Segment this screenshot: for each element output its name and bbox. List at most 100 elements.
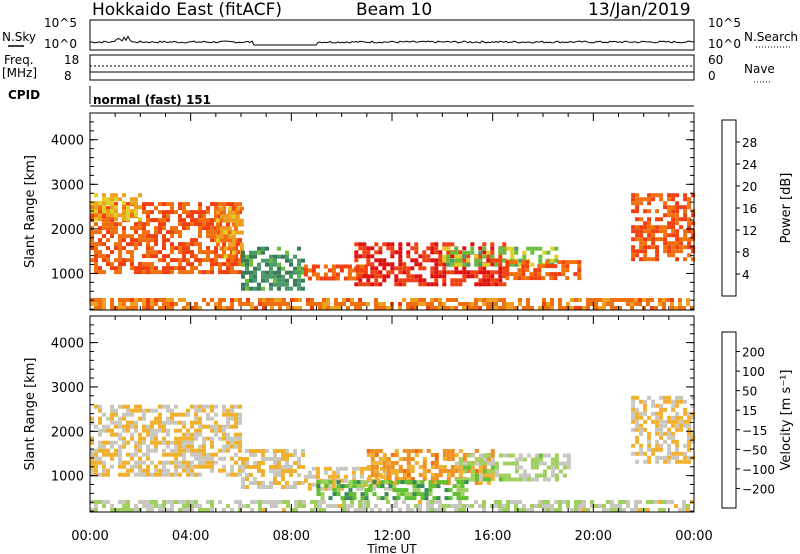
power-cell — [206, 230, 210, 235]
velocity-cell — [667, 455, 672, 460]
power-cell — [655, 217, 660, 222]
power-cell — [170, 302, 174, 306]
power-cell — [687, 217, 692, 222]
velocity-cell — [370, 453, 375, 457]
power-cell — [545, 264, 550, 269]
velocity-cell — [218, 448, 222, 453]
power-cell — [510, 250, 515, 255]
power-cell — [182, 242, 186, 247]
power-cell — [214, 258, 218, 263]
power-cell — [418, 302, 422, 306]
power-cell — [326, 306, 330, 310]
power-cell — [635, 225, 640, 230]
power-cell — [442, 278, 447, 283]
velocity-cell — [675, 399, 680, 404]
velocity-cell — [218, 428, 222, 433]
power-cell — [466, 302, 470, 306]
velocity-cell — [126, 420, 130, 425]
velocity-cell — [372, 480, 377, 485]
power-cell — [110, 234, 114, 239]
power-cell — [566, 302, 570, 306]
power-cell — [366, 246, 371, 251]
velocity-cell — [174, 452, 178, 457]
velocity-cell — [634, 504, 638, 508]
power-cell — [498, 270, 503, 275]
velocity-cell — [408, 496, 413, 501]
power-cell — [114, 258, 118, 263]
power-cell — [314, 302, 318, 306]
velocity-cell — [675, 459, 680, 464]
power-cell — [530, 246, 535, 251]
power-cell — [430, 250, 435, 255]
power-cell — [446, 298, 450, 302]
power-cell — [651, 193, 656, 198]
power-cell — [190, 262, 194, 267]
power-cell — [442, 254, 447, 259]
power-cell — [202, 250, 206, 255]
power-cell — [265, 262, 269, 267]
velocity-cell — [542, 504, 546, 508]
nsky-tick-high: 10^5 — [44, 16, 77, 30]
power-cell — [239, 222, 244, 227]
velocity-cell — [384, 480, 389, 485]
velocity-cell — [230, 440, 234, 445]
velocity-cell — [202, 460, 206, 465]
velocity-cell — [452, 492, 457, 497]
velocity-cell — [162, 448, 166, 453]
power-cell — [138, 262, 142, 267]
velocity-cell — [372, 492, 377, 497]
power-cell — [218, 222, 222, 227]
power-cell — [671, 209, 676, 214]
power-cell — [486, 254, 491, 259]
power-cell — [574, 298, 578, 302]
velocity-cell — [570, 508, 574, 512]
velocity-cell — [426, 500, 430, 504]
power-cell — [635, 253, 640, 258]
velocity-cell — [626, 500, 630, 504]
power-cell — [126, 298, 130, 302]
power-cell — [502, 246, 507, 251]
velocity-cell — [348, 492, 353, 497]
power-cell — [223, 218, 228, 223]
power-cell — [662, 302, 666, 306]
power-cell — [253, 266, 257, 271]
velocity-cell — [466, 461, 471, 466]
power-cell — [537, 268, 542, 273]
velocity-cell — [667, 395, 672, 400]
velocity-cell — [478, 477, 483, 482]
power-cell — [210, 222, 214, 227]
velocity-cell — [414, 449, 419, 453]
velocity-cell — [687, 443, 692, 448]
power-cell — [98, 210, 102, 215]
velocity-cell — [285, 461, 289, 465]
power-cell — [362, 254, 367, 259]
velocity-cell — [174, 460, 178, 465]
power-cell — [350, 302, 354, 306]
power-cell — [663, 241, 668, 246]
power-cell — [470, 246, 475, 251]
velocity-cell — [114, 440, 118, 445]
velocity-cell — [98, 456, 102, 461]
power-cell — [670, 306, 674, 310]
velocity-cell — [655, 431, 660, 436]
velocity-cell — [406, 461, 411, 465]
power-cell — [561, 260, 566, 265]
velocity-cell — [210, 404, 214, 409]
power-cell — [687, 197, 692, 202]
velocity-cell — [122, 404, 126, 409]
power-cell — [631, 229, 636, 234]
power-cell — [482, 242, 487, 247]
power-cell — [513, 272, 518, 277]
velocity-cell — [90, 472, 94, 477]
power-cell — [462, 302, 466, 306]
velocity-cell — [578, 508, 582, 512]
velocity-cell — [442, 465, 447, 469]
velocity-cell — [408, 492, 413, 497]
power-cell — [227, 214, 232, 219]
velocity-cell — [659, 423, 664, 428]
velocity-cell — [154, 420, 158, 425]
power-cell — [651, 233, 656, 238]
velocity-cell — [518, 465, 523, 470]
power-cell — [94, 201, 98, 206]
power-cell — [134, 209, 138, 214]
